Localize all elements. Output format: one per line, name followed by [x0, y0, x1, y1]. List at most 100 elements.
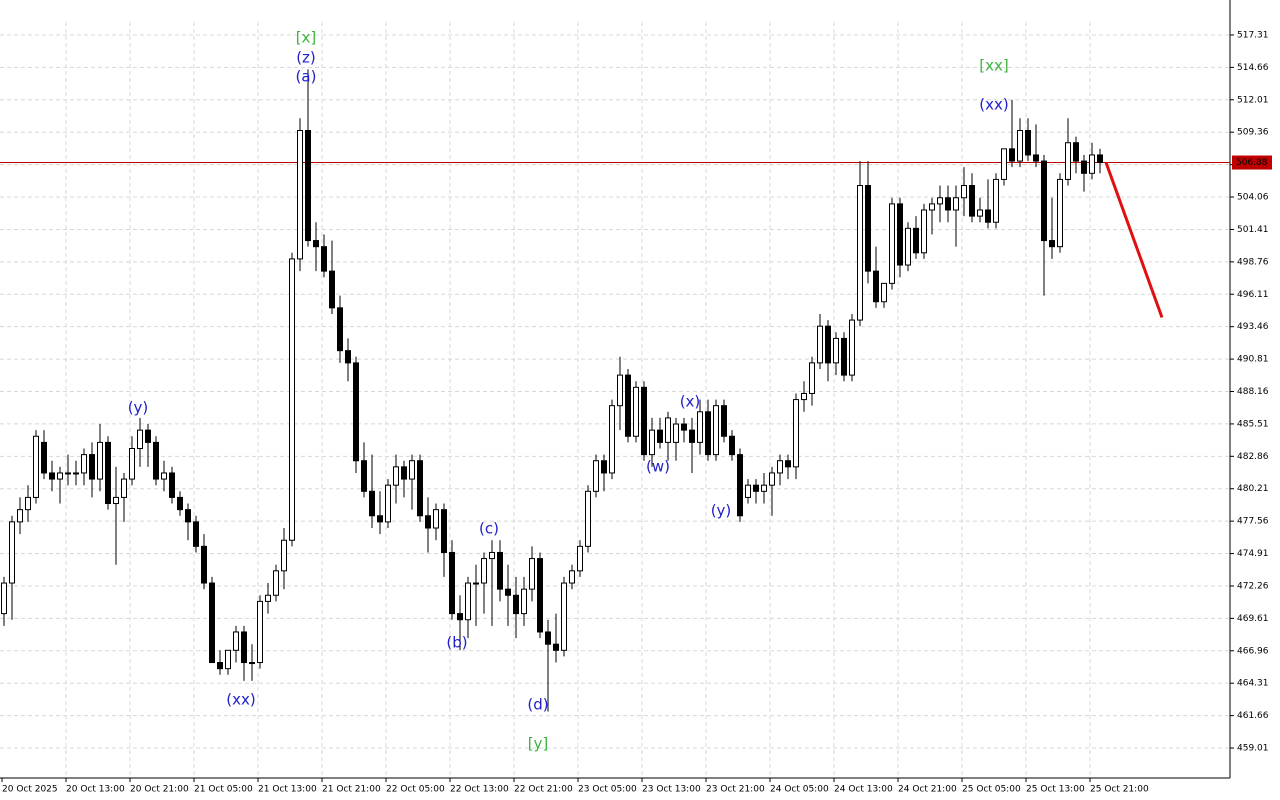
- candle-body: [937, 197, 943, 205]
- candle-body: [921, 209, 927, 254]
- candle-body: [377, 515, 383, 523]
- candle-body: [9, 521, 15, 584]
- candle-body: [49, 472, 55, 480]
- y-tick-label: 493.46: [1237, 322, 1269, 332]
- y-tick-label: 480.21: [1237, 484, 1269, 494]
- candle-body: [201, 545, 207, 584]
- candle-body: [121, 478, 127, 498]
- candle-body: [257, 600, 263, 664]
- candle-body: [57, 472, 63, 480]
- candle-body: [1033, 154, 1039, 162]
- y-tick-label: 498.76: [1237, 257, 1269, 267]
- candle-body: [313, 240, 319, 248]
- wave-label: (y): [711, 502, 732, 520]
- candle-body: [321, 246, 327, 272]
- x-tick-label: 21 Oct 13:00: [258, 785, 317, 795]
- price-box: [1232, 155, 1272, 170]
- candle-body: [33, 435, 39, 498]
- candle-body: [393, 466, 399, 486]
- y-tick-label: 517.31: [1237, 30, 1269, 40]
- candle-body: [209, 582, 215, 664]
- candle-body: [401, 466, 407, 480]
- wave-label: (w): [646, 458, 670, 476]
- candle-body: [457, 613, 463, 621]
- x-tick-label: 25 Oct 13:00: [1026, 785, 1085, 795]
- y-tick-label: 485.51: [1237, 419, 1269, 429]
- candle-body: [17, 509, 23, 523]
- candle-body: [489, 551, 495, 560]
- candle-body: [681, 423, 687, 431]
- candle-body: [1, 582, 7, 615]
- y-tick-label: 512.01: [1237, 95, 1269, 105]
- x-tick-label: 24 Oct 05:00: [770, 785, 829, 795]
- candle-body: [745, 484, 751, 498]
- candle-body: [889, 203, 895, 284]
- x-tick-label: 23 Oct 13:00: [642, 785, 701, 795]
- candle-body: [89, 454, 95, 480]
- y-tick-label: 464.31: [1237, 679, 1269, 689]
- candle-body: [153, 441, 159, 480]
- candle-body: [497, 551, 503, 590]
- candle-body: [633, 386, 639, 437]
- candle-body: [985, 209, 991, 223]
- y-tick-label: 496.11: [1237, 290, 1269, 300]
- candle-body: [41, 441, 47, 474]
- wave-label: (c): [479, 520, 499, 538]
- candle-body: [641, 386, 647, 456]
- x-tick-label: 22 Oct 21:00: [514, 785, 573, 795]
- candle-body: [337, 307, 343, 352]
- candle-body: [409, 460, 415, 480]
- candle-body: [97, 441, 103, 480]
- candle-body: [561, 582, 567, 651]
- candle-body: [193, 521, 199, 547]
- candle-body: [545, 631, 551, 645]
- x-tick-label: 22 Oct 13:00: [450, 785, 509, 795]
- candle-body: [809, 362, 815, 394]
- candle-body: [593, 460, 599, 492]
- candle-body: [785, 460, 791, 468]
- candle-body: [217, 662, 223, 670]
- candle-body: [617, 374, 623, 407]
- candle-body: [353, 362, 359, 462]
- candle-body: [113, 496, 119, 505]
- candle-body: [913, 227, 919, 254]
- candle-body: [369, 490, 375, 517]
- candle-body: [137, 429, 143, 449]
- candle-body: [1041, 160, 1047, 242]
- candle-body: [993, 178, 999, 223]
- candle-body: [1017, 129, 1023, 162]
- candle-body: [665, 417, 671, 443]
- candle-body: [969, 185, 975, 217]
- candle-body: [233, 631, 239, 651]
- candle-body: [761, 484, 767, 492]
- y-tick-label: 482.86: [1237, 452, 1269, 462]
- candle-body: [825, 325, 831, 364]
- candle-body: [729, 435, 735, 456]
- y-tick-label: 504.06: [1237, 193, 1269, 203]
- candle-body: [713, 405, 719, 456]
- x-tick-label: 23 Oct 21:00: [706, 785, 765, 795]
- candle-body: [577, 545, 583, 572]
- candle-body: [385, 484, 391, 523]
- candle-body: [697, 411, 703, 443]
- candle-body: [425, 515, 431, 529]
- candle-body: [753, 484, 759, 492]
- forecast-line: [1104, 162, 1164, 319]
- candle-body: [305, 129, 311, 242]
- candle-body: [961, 185, 967, 199]
- candle-body: [361, 460, 367, 492]
- wave-label: [xx]: [979, 57, 1008, 75]
- candle-body: [417, 460, 423, 517]
- wave-label: [y]: [528, 735, 549, 753]
- wave-label: (x): [680, 393, 701, 411]
- candle-body: [1009, 148, 1015, 162]
- x-tick-label: 20 Oct 2025: [2, 785, 58, 795]
- x-tick-label: 22 Oct 05:00: [386, 785, 445, 795]
- candle-body: [689, 429, 695, 443]
- candle-body: [673, 423, 679, 443]
- candle-body: [865, 185, 871, 272]
- x-tick-label: 20 Oct 21:00: [130, 785, 189, 795]
- candle-body: [481, 558, 487, 584]
- candle-body: [649, 429, 655, 456]
- candle-body: [441, 509, 447, 553]
